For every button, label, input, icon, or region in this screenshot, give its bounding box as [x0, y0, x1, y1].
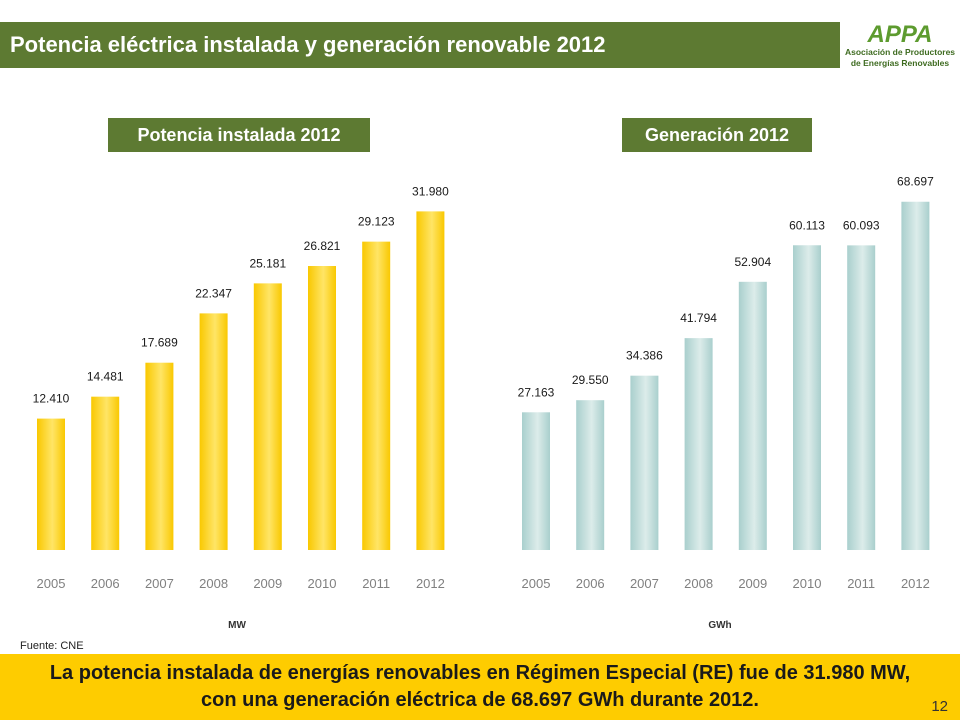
- value-label-2009: 52.904: [734, 255, 771, 269]
- bar-2011: [847, 245, 876, 550]
- bar-2007: [630, 375, 659, 550]
- value-label-2011: 60.093: [843, 218, 880, 232]
- logo-line2: de Energías Renovables: [851, 58, 950, 68]
- value-label-2007: 17.689: [141, 336, 178, 350]
- page-number: 12: [931, 698, 948, 715]
- value-label-2008: 22.347: [195, 286, 232, 300]
- chart-generacion: 27.163 2005 29.550 2006 34.386 2007 41.794 2008…: [518, 175, 934, 631]
- tick-label-2012: 2012: [416, 576, 445, 591]
- value-label-2012: 68.697: [897, 175, 934, 189]
- chart-title-potencia: Potencia instalada 2012: [108, 118, 370, 152]
- value-label-2011: 29.123: [358, 215, 395, 229]
- tick-label-2005: 2005: [37, 576, 66, 591]
- unit-label: MW: [228, 620, 246, 631]
- logo-mark: APPA: [867, 21, 933, 48]
- value-label-2007: 34.386: [626, 349, 663, 363]
- summary-text: La potencia instalada de energías renova…: [49, 662, 911, 711]
- chart-title-potencia-text: Potencia instalada 2012: [137, 124, 341, 145]
- chart-title-generacion: Generación 2012: [622, 118, 812, 152]
- value-label-2008: 41.794: [680, 311, 717, 325]
- tick-label-2008: 2008: [199, 576, 228, 591]
- value-label-2006: 29.550: [572, 373, 609, 387]
- tick-label-2010: 2010: [308, 576, 337, 591]
- unit-label: GWh: [708, 620, 731, 631]
- tick-label-2007: 2007: [630, 576, 659, 591]
- slide-title-bar: Potencia eléctrica instalada y generació…: [0, 22, 840, 68]
- value-label-2010: 60.113: [789, 218, 825, 232]
- chart-potencia-instalada: 12.410 2005 14.481 2006 17.689 2007 22.347 2008…: [33, 184, 449, 631]
- tick-label-2006: 2006: [576, 576, 605, 591]
- value-label-2010: 26.821: [304, 239, 341, 253]
- slide-title: Potencia eléctrica instalada y generació…: [10, 32, 606, 57]
- tick-label-2010: 2010: [793, 576, 822, 591]
- tick-label-2009: 2009: [738, 576, 767, 591]
- tick-label-2005: 2005: [522, 576, 551, 591]
- value-label-2005: 12.410: [33, 392, 70, 406]
- bar-2008: [199, 313, 228, 550]
- tick-label-2011: 2011: [847, 576, 875, 591]
- bar-2009: [738, 281, 767, 550]
- tick-label-2011: 2011: [362, 576, 390, 591]
- tick-label-2007: 2007: [145, 576, 174, 591]
- appa-logo: APPA Asociación de Productores de Energí…: [845, 21, 955, 68]
- value-label-2005: 27.163: [518, 385, 555, 399]
- bar-2006: [91, 396, 120, 550]
- bar-2006: [576, 400, 605, 550]
- tick-label-2009: 2009: [253, 576, 282, 591]
- tick-label-2008: 2008: [684, 576, 713, 591]
- bar-2011: [362, 241, 391, 550]
- value-label-2006: 14.481: [87, 370, 124, 384]
- bar-2005: [522, 412, 550, 550]
- bar-2007: [145, 362, 174, 550]
- bar-2010: [308, 266, 336, 550]
- bar-2005: [37, 418, 65, 550]
- chart-title-generacion-text: Generación 2012: [644, 124, 790, 145]
- bar-2009: [253, 283, 282, 550]
- bar-2008: [684, 338, 713, 550]
- logo-line1: Asociación de Productores: [845, 47, 955, 57]
- tick-label-2012: 2012: [901, 576, 930, 591]
- bar-2012: [416, 211, 445, 550]
- bar-2012: [901, 201, 930, 550]
- tick-label-2006: 2006: [91, 576, 120, 591]
- source-note: Fuente: CNE: [20, 640, 84, 652]
- value-label-2009: 25.181: [249, 256, 286, 270]
- summary-bar: La potencia instalada de energías renova…: [0, 654, 960, 720]
- value-label-2012: 31.980: [412, 184, 449, 198]
- bar-2010: [793, 245, 821, 550]
